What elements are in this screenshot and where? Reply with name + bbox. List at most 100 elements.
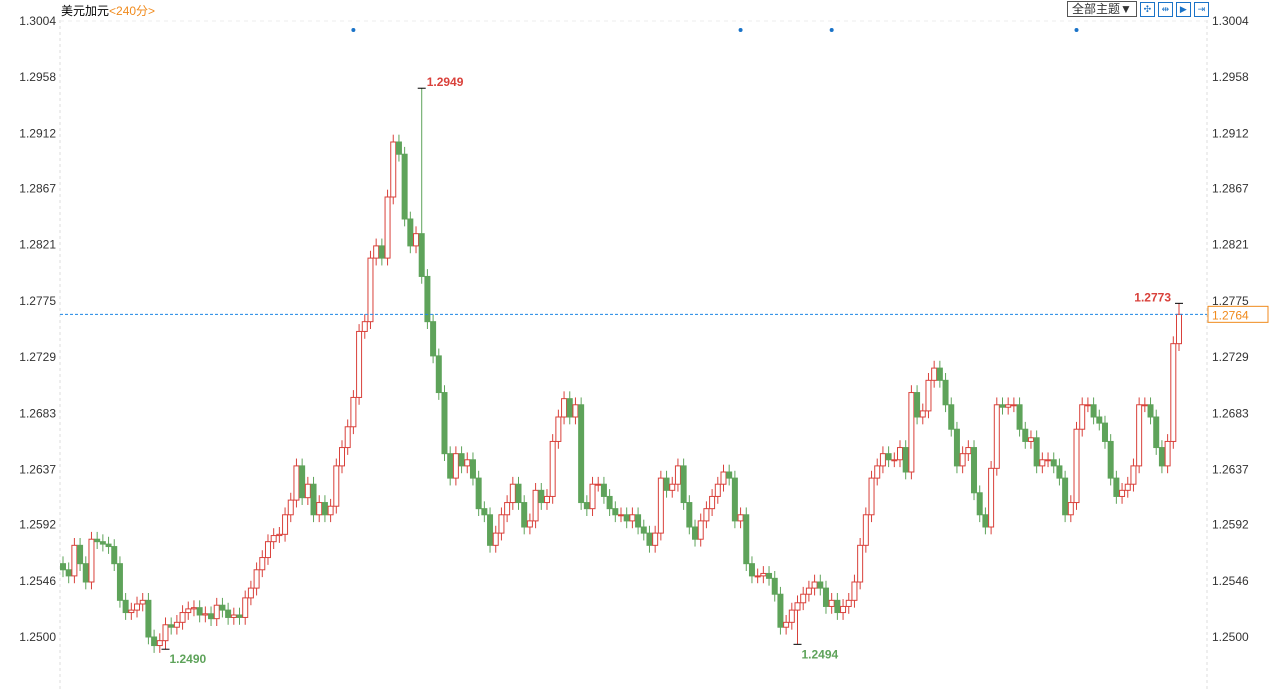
candle-body xyxy=(783,621,790,628)
candle-body xyxy=(264,541,271,559)
candle-body xyxy=(822,587,829,607)
candle-body xyxy=(879,453,886,467)
candle-body xyxy=(430,321,437,357)
candle-body xyxy=(179,612,186,623)
candle-body xyxy=(509,483,516,504)
candle-body xyxy=(395,141,402,155)
candle-body xyxy=(464,459,471,467)
candle-body xyxy=(851,581,858,601)
candle-body xyxy=(236,614,243,618)
candle-body xyxy=(993,404,1000,469)
candle-body xyxy=(845,599,852,607)
candle-body xyxy=(902,447,909,473)
candle-body xyxy=(99,541,106,545)
candle-body xyxy=(652,532,659,546)
extreme-label: 1.2494 xyxy=(802,647,839,661)
candle-body xyxy=(857,544,864,583)
candle-body xyxy=(538,489,545,504)
jump-latest-icon[interactable]: ⇥ xyxy=(1193,1,1209,17)
extreme-label: 1.2490 xyxy=(169,652,206,666)
candle-body xyxy=(1073,428,1080,504)
candle-body xyxy=(714,483,721,497)
event-marker-dot xyxy=(1074,28,1079,32)
candle-body xyxy=(447,453,454,479)
candle-body xyxy=(111,546,118,565)
y-tick-left: 1.2729 xyxy=(19,350,56,364)
candle-body xyxy=(1084,404,1091,407)
candle-body xyxy=(612,508,619,516)
candle-body xyxy=(162,624,169,642)
candle-body xyxy=(572,404,579,418)
event-marker-dot xyxy=(829,28,834,32)
candle-body xyxy=(561,398,568,418)
candle-body xyxy=(390,141,397,198)
candle-body xyxy=(71,544,78,577)
candle-body xyxy=(310,483,317,516)
candle-body xyxy=(1062,477,1069,516)
candle-body xyxy=(82,563,89,583)
candle-body xyxy=(680,465,687,504)
candle-body xyxy=(190,607,197,610)
y-tick-left: 1.2821 xyxy=(19,238,56,252)
chart-toolbar: 全部主题▼ ✣ ⇹ ▶ ⇥ xyxy=(1067,1,1209,17)
range-select-icon[interactable]: ⇹ xyxy=(1157,1,1173,17)
candle-body xyxy=(1010,404,1017,407)
candle-body xyxy=(606,495,613,510)
candle-body xyxy=(908,392,915,473)
candle-body xyxy=(726,471,733,479)
candle-body xyxy=(885,453,892,461)
candle-body xyxy=(931,367,938,381)
candle-body xyxy=(492,532,499,546)
period-selector[interactable]: <240分> xyxy=(109,4,156,18)
candle-body xyxy=(225,609,232,618)
candle-body xyxy=(475,477,482,510)
candle-body xyxy=(1067,502,1074,516)
candle-body xyxy=(469,459,476,479)
candle-body xyxy=(339,447,345,467)
theme-dropdown[interactable]: 全部主题▼ xyxy=(1067,1,1137,17)
candle-body xyxy=(669,483,676,491)
candle-body xyxy=(1027,437,1034,442)
candle-body xyxy=(139,599,146,605)
candle-body xyxy=(481,508,488,516)
candle-body xyxy=(663,477,670,491)
y-tick-left: 1.2683 xyxy=(19,406,56,420)
candle-body xyxy=(253,569,260,589)
candle-body xyxy=(213,604,220,620)
play-step-icon[interactable]: ▶ xyxy=(1175,1,1191,17)
y-tick-right: 1.2500 xyxy=(1212,630,1249,644)
candle-body xyxy=(965,447,972,455)
candle-body xyxy=(378,245,385,259)
y-tick-left: 1.2958 xyxy=(19,70,56,84)
candle-body xyxy=(316,502,323,516)
candle-body xyxy=(304,483,311,499)
candle-body xyxy=(219,604,226,611)
candle-body xyxy=(1005,404,1012,408)
candle-body xyxy=(1033,437,1040,467)
candle-body xyxy=(458,453,465,467)
candle-body xyxy=(487,514,494,546)
candle-body xyxy=(202,613,209,616)
candle-body xyxy=(418,233,425,277)
candle-body xyxy=(515,483,522,504)
candle-body xyxy=(760,572,767,577)
candle-body xyxy=(583,502,590,510)
candle-body xyxy=(413,233,420,247)
candle-body xyxy=(1176,313,1182,345)
candle-body xyxy=(595,483,602,486)
y-tick-right: 1.2775 xyxy=(1212,294,1249,308)
candle-body xyxy=(600,483,607,497)
candle-body xyxy=(549,440,556,497)
candle-body xyxy=(692,526,699,540)
candle-body xyxy=(116,563,123,601)
candle-body xyxy=(840,605,847,614)
candle-body xyxy=(976,492,983,516)
candle-body xyxy=(942,379,949,406)
candle-body xyxy=(344,426,351,449)
candle-body xyxy=(959,453,966,467)
candle-body xyxy=(686,502,693,528)
crosshair-icon[interactable]: ✣ xyxy=(1139,1,1155,17)
candle-body xyxy=(1164,440,1171,467)
candle-body xyxy=(748,563,755,577)
